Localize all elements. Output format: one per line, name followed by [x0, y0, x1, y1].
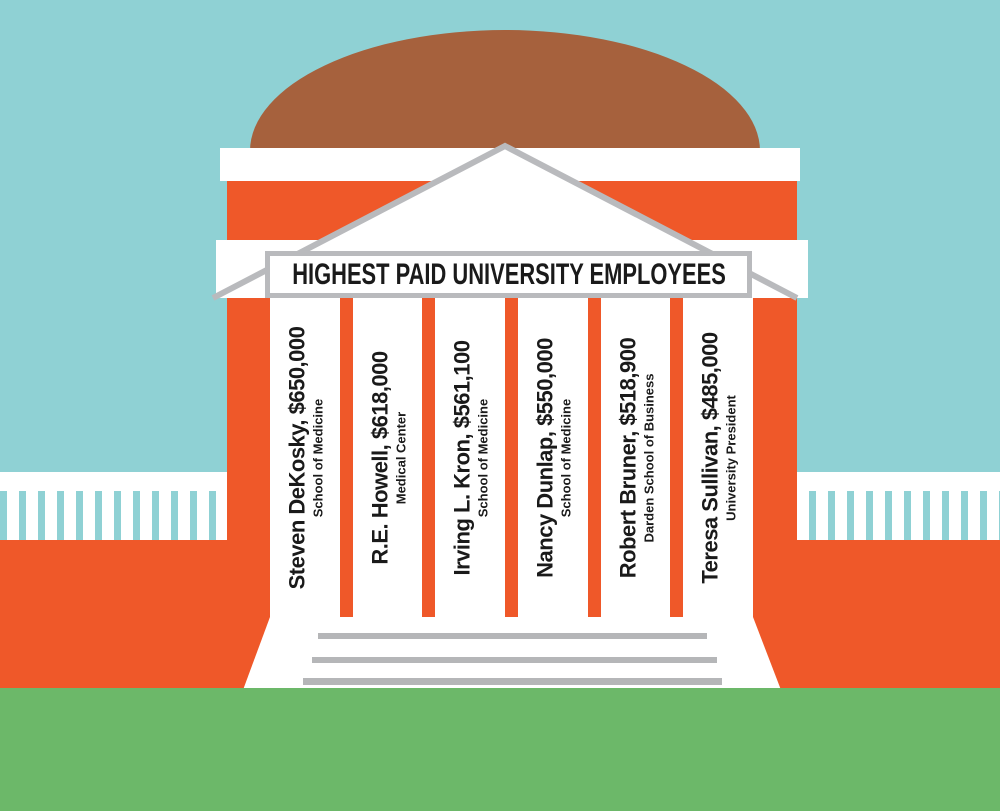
employee-department: School of Medicine	[557, 398, 573, 517]
step-line	[312, 657, 717, 663]
employee-label: Irving L. Kron, $561,100 School of Medic…	[436, 298, 505, 617]
step-line	[318, 633, 707, 639]
employee-label: Robert Bruner, $518,900 Darden School of…	[601, 298, 670, 617]
building-steps	[243, 617, 781, 690]
entablature-band	[220, 148, 800, 181]
employee-department: University President	[723, 394, 739, 521]
employee-column-2: R.E. Howell, $618,000 Medical Center	[352, 298, 423, 617]
employee-name-salary: Robert Bruner, $518,900	[614, 337, 640, 578]
page-title: HIGHEST PAID UNIVERSITY EMPLOYEES	[291, 257, 726, 291]
wing-wall-left	[0, 540, 230, 690]
fence-right	[790, 472, 1000, 540]
employee-label: Nancy Dunlap, $550,000 School of Medicin…	[518, 298, 587, 617]
employee-column-1: Steven DeKosky, $650,000 School of Medic…	[270, 298, 340, 617]
fence-left-slats	[0, 491, 230, 540]
employee-department: School of Medicine	[309, 398, 325, 517]
employee-label: Teresa Sullivan, $485,000 University Pre…	[684, 298, 753, 617]
employee-label: R.E. Howell, $618,000 Medical Center	[353, 298, 422, 617]
wing-wall-right	[790, 540, 1000, 690]
employee-name-salary: Nancy Dunlap, $550,000	[531, 337, 557, 578]
employee-column-3: Irving L. Kron, $561,100 School of Medic…	[435, 298, 506, 617]
employee-label: Steven DeKosky, $650,000 School of Medic…	[270, 298, 339, 617]
employee-name-salary: Irving L. Kron, $561,100	[449, 340, 475, 575]
title-banner: HIGHEST PAID UNIVERSITY EMPLOYEES	[265, 251, 752, 298]
employee-column-4: Nancy Dunlap, $550,000 School of Medicin…	[518, 298, 588, 617]
employee-column-5: Robert Bruner, $518,900 Darden School of…	[600, 298, 671, 617]
employee-department: Medical Center	[392, 411, 408, 504]
employee-name-salary: Teresa Sullivan, $485,000	[697, 331, 723, 584]
rotunda-dome	[250, 30, 760, 151]
employee-name-salary: R.E. Howell, $618,000	[366, 350, 392, 565]
columns: Steven DeKosky, $650,000 School of Medic…	[270, 298, 754, 617]
grass	[0, 688, 1000, 811]
fence-left	[0, 472, 230, 540]
fence-right-slats	[790, 491, 1000, 540]
employee-column-6: Teresa Sullivan, $485,000 University Pre…	[683, 298, 754, 617]
employee-department: Darden School of Business	[640, 372, 656, 543]
step-line	[303, 678, 722, 685]
employee-name-salary: Steven DeKosky, $650,000	[283, 326, 309, 589]
employee-department: School of Medicine	[475, 398, 491, 517]
